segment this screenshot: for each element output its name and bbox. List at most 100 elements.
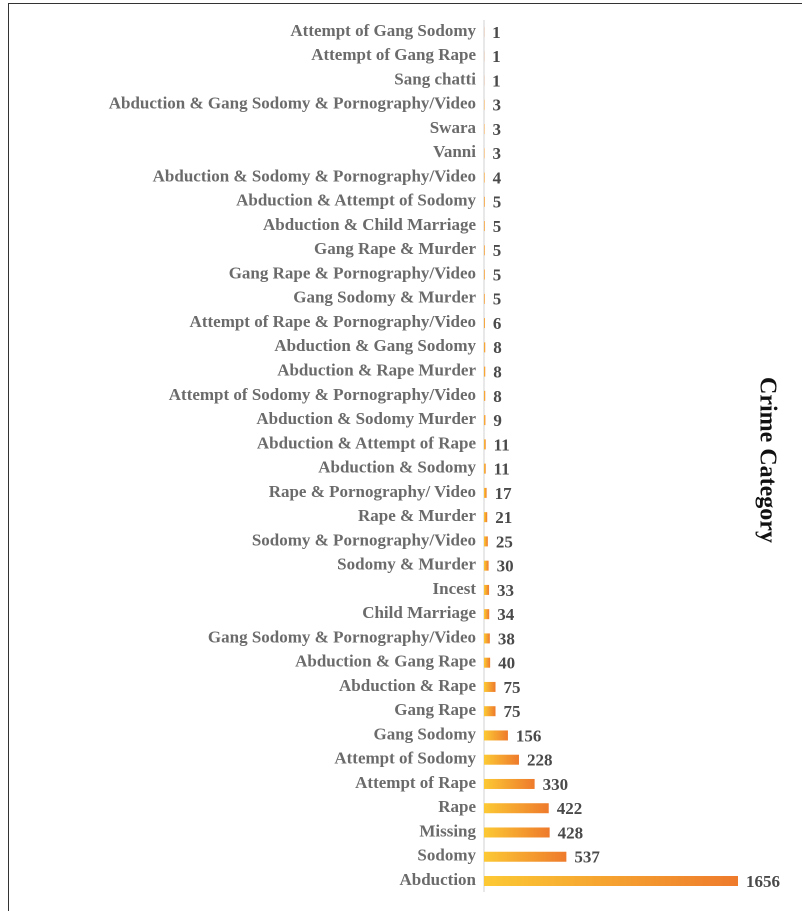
value-label: 5	[493, 290, 502, 309]
value-label: 25	[496, 532, 513, 551]
value-label: 428	[558, 823, 584, 842]
category-label: Gang Sodomy	[374, 724, 477, 743]
category-label: Gang Sodomy & Murder	[293, 288, 476, 307]
category-label: Incest	[433, 579, 477, 598]
category-label: Gang Rape	[394, 700, 476, 719]
value-label: 8	[493, 338, 502, 357]
category-label: Abduction & Gang Sodomy & Pornography/Vi…	[109, 94, 476, 113]
value-label: 33	[497, 581, 514, 600]
value-label: 3	[492, 120, 501, 139]
category-label: Sodomy & Murder	[337, 555, 476, 574]
value-label: 537	[574, 848, 600, 867]
category-label: Rape	[438, 797, 476, 816]
bar	[484, 487, 487, 498]
value-label: 422	[557, 799, 583, 818]
value-label: 75	[504, 678, 521, 697]
axis-label: Crime Category	[754, 377, 780, 543]
category-label: Missing	[419, 821, 476, 840]
value-label: 1	[492, 23, 501, 42]
value-label: 330	[543, 775, 569, 794]
category-label: Attempt of Sodomy & Pornography/Video	[169, 385, 476, 404]
value-label: 5	[493, 265, 502, 284]
bar	[484, 366, 486, 377]
category-label: Abduction & Rape Murder	[277, 361, 476, 380]
category-label: Abduction & Gang Sodomy	[274, 336, 476, 355]
bar	[484, 318, 485, 329]
category-label: Abduction & Sodomy & Pornography/Video	[153, 166, 476, 185]
value-label: 1	[492, 71, 501, 90]
bar	[484, 803, 549, 814]
bar	[484, 851, 567, 862]
frame	[8, 3, 802, 911]
bar	[484, 196, 485, 207]
bar	[484, 609, 490, 620]
category-label: Attempt of Sodomy	[334, 749, 476, 768]
category-label: Sodomy & Pornography/Video	[252, 530, 476, 549]
value-label: 5	[493, 241, 502, 260]
value-label: 8	[493, 387, 502, 406]
category-label: Abduction & Sodomy Murder	[256, 409, 476, 428]
category-label: Sang chatti	[394, 69, 476, 88]
category-label: Swara	[430, 118, 477, 137]
bar	[484, 390, 486, 401]
category-label: Attempt of Gang Sodomy	[290, 21, 476, 40]
value-label: 75	[504, 702, 521, 721]
category-label: Gang Rape & Murder	[314, 239, 476, 258]
value-label: 17	[495, 484, 513, 503]
bar	[484, 172, 485, 183]
value-label: 228	[527, 751, 553, 770]
value-label: 3	[492, 96, 501, 115]
value-label: 21	[495, 508, 512, 527]
value-label: 38	[498, 629, 515, 648]
value-label: 11	[494, 435, 510, 454]
bar	[484, 584, 490, 595]
value-label: 9	[493, 411, 502, 430]
bar	[484, 512, 488, 523]
category-label: Abduction & Gang Rape	[295, 652, 476, 671]
category-label: Abduction & Rape	[339, 676, 476, 695]
bar	[484, 706, 496, 717]
bar	[484, 439, 486, 450]
value-label: 4	[493, 168, 502, 187]
value-label: 30	[497, 557, 514, 576]
bar	[484, 633, 490, 644]
value-label: 1656	[746, 872, 780, 891]
value-label: 156	[516, 726, 542, 745]
value-label: 8	[493, 363, 502, 382]
bar	[484, 876, 738, 886]
category-label: Abduction	[399, 870, 476, 889]
value-label: 1	[492, 47, 501, 66]
value-label: 6	[493, 314, 502, 333]
value-label: 34	[497, 605, 515, 624]
bar	[484, 463, 486, 474]
category-label: Abduction & Attempt of Sodomy	[236, 191, 476, 210]
bar	[484, 342, 486, 353]
value-label: 40	[498, 654, 515, 673]
bar	[484, 681, 496, 692]
category-label: Gang Rape & Pornography/Video	[229, 263, 476, 282]
category-label: Abduction & Sodomy	[318, 458, 476, 477]
category-label: Rape & Murder	[358, 506, 476, 525]
category-label: Child Marriage	[362, 603, 476, 622]
value-label: 5	[493, 217, 502, 236]
value-label: 11	[494, 460, 510, 479]
category-label: Rape & Pornography/ Video	[269, 482, 476, 501]
category-label: Attempt of Rape	[355, 773, 476, 792]
bar	[484, 827, 550, 838]
bar	[484, 269, 485, 280]
bar	[484, 245, 485, 256]
category-label: Attempt of Gang Rape	[311, 45, 476, 64]
category-label: Abduction & Child Marriage	[263, 215, 476, 234]
bar	[484, 536, 488, 547]
bar	[484, 293, 485, 304]
category-label: Gang Sodomy & Pornography/Video	[208, 627, 476, 646]
bar	[484, 754, 519, 765]
bar	[484, 560, 489, 571]
category-label: Sodomy	[417, 846, 476, 865]
category-label: Vanni	[433, 142, 476, 161]
bar	[484, 221, 485, 232]
bar	[484, 415, 486, 426]
bar	[484, 730, 508, 741]
value-label: 3	[492, 144, 501, 163]
